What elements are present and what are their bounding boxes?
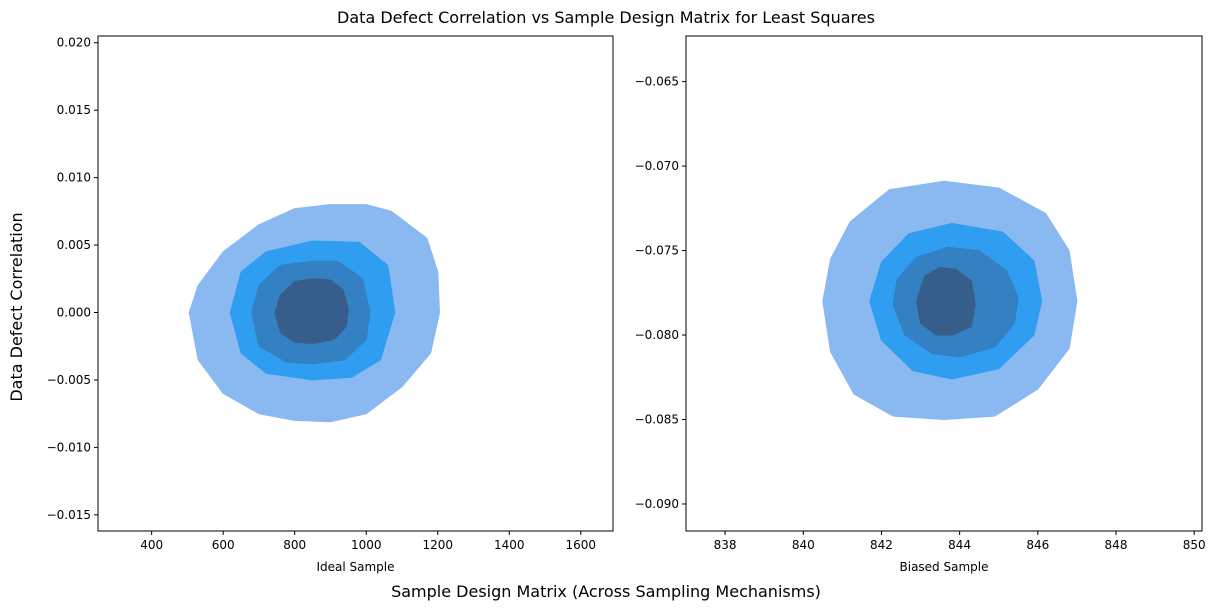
x-tick-label: 840	[792, 538, 815, 552]
y-tick-label: −0.065	[635, 75, 679, 89]
y-tick-label: −0.015	[47, 508, 91, 522]
contour-level-4	[916, 267, 976, 336]
figure-x-label: Sample Design Matrix (Across Sampling Me…	[391, 582, 821, 601]
x-axis-label: Biased Sample	[900, 560, 989, 574]
contour-group	[822, 180, 1078, 420]
x-tick-label: 850	[1183, 538, 1206, 552]
y-tick-label: −0.075	[635, 244, 679, 258]
figure-y-label: Data Defect Correlation	[7, 212, 26, 401]
figure-title: Data Defect Correlation vs Sample Design…	[337, 8, 875, 27]
x-tick-label: 600	[212, 538, 235, 552]
contour-level-4	[274, 278, 349, 344]
contour-group	[188, 204, 440, 423]
y-tick-label: 0.020	[57, 36, 91, 50]
x-tick-label: 1200	[422, 538, 453, 552]
x-tick-label: 842	[870, 538, 893, 552]
x-tick-label: 1400	[494, 538, 525, 552]
y-tick-label: −0.090	[635, 497, 679, 511]
x-tick-label: 844	[948, 538, 971, 552]
ideal-sample-panel: 400 600 800 1000 1200 1400 1600 −0.015 −0.010 −0.…	[47, 35, 614, 574]
x-tick-label: 400	[140, 538, 163, 552]
y-tick-label: −0.080	[635, 328, 679, 342]
y-tick-label: −0.010	[47, 440, 91, 454]
y-tick-label: −0.005	[47, 373, 91, 387]
axes-frame	[97, 35, 614, 532]
x-tick-label: 1600	[566, 538, 597, 552]
y-tick-label: −0.085	[635, 412, 679, 426]
x-tick-label: 838	[714, 538, 737, 552]
x-tick-label: 800	[283, 538, 306, 552]
x-tick-label: 848	[1105, 538, 1128, 552]
x-tick-label: 846	[1026, 538, 1049, 552]
y-tick-label: 0.010	[57, 171, 91, 185]
y-tick-label: 0.000	[57, 305, 91, 319]
x-tick-label: 1000	[351, 538, 382, 552]
y-tick-label: 0.005	[57, 238, 91, 252]
y-tick-label: 0.015	[57, 103, 91, 117]
axes-frame	[685, 35, 1203, 532]
x-axis-label: Ideal Sample	[316, 560, 394, 574]
y-tick-label: −0.070	[635, 159, 679, 173]
biased-sample-panel: 838 840 842 844 846 848 850 −0.090 −0.085 −0.080 −…	[635, 35, 1206, 574]
